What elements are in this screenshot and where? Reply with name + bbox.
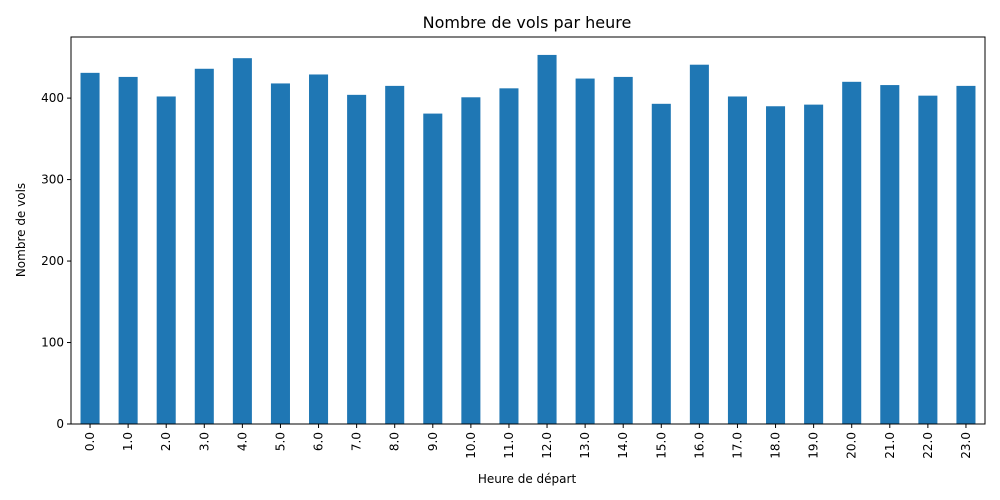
bar-3.0 bbox=[194, 68, 214, 425]
x-axis: 0.0 1.0 2.0 3.0 4.0 5.0 6.0 7.0 8.0 9.0 10.0 11.0 12… bbox=[83, 424, 973, 459]
x-axis-label: Heure de départ bbox=[478, 472, 577, 486]
y-tick-label: 100 bbox=[41, 336, 64, 350]
x-tick-label: 15.0 bbox=[654, 432, 668, 459]
bar-8.0 bbox=[385, 85, 405, 424]
bar-11.0 bbox=[499, 88, 519, 424]
x-tick-label: 12.0 bbox=[540, 432, 554, 459]
y-tick-label: 200 bbox=[41, 254, 64, 268]
bar-16.0 bbox=[689, 64, 709, 424]
bar-23.0 bbox=[956, 85, 976, 424]
bar-21.0 bbox=[880, 85, 900, 425]
bar-14.0 bbox=[613, 76, 633, 424]
x-tick-label: 17.0 bbox=[730, 432, 744, 459]
bar-5.0 bbox=[270, 83, 290, 424]
y-axis: 0 100 200 300 400 bbox=[41, 91, 71, 431]
y-axis-label: Nombre de vols bbox=[14, 183, 28, 277]
x-tick-label: 10.0 bbox=[464, 432, 478, 459]
bars-group bbox=[80, 54, 976, 425]
x-tick-label: 20.0 bbox=[845, 432, 859, 459]
bar-10.0 bbox=[461, 97, 481, 424]
bar-1.0 bbox=[118, 76, 138, 424]
bar-20.0 bbox=[842, 81, 862, 425]
bar-2.0 bbox=[156, 96, 176, 424]
x-tick-label: 21.0 bbox=[883, 432, 897, 459]
x-tick-label: 23.0 bbox=[959, 432, 973, 459]
x-tick-label: 16.0 bbox=[692, 432, 706, 459]
x-tick-label: 7.0 bbox=[350, 432, 364, 451]
x-tick-label: 6.0 bbox=[312, 432, 326, 451]
bar-17.0 bbox=[727, 96, 747, 424]
x-tick-label: 5.0 bbox=[273, 432, 287, 451]
x-tick-label: 19.0 bbox=[807, 432, 821, 459]
x-tick-label: 11.0 bbox=[502, 432, 516, 459]
bar-7.0 bbox=[347, 94, 367, 424]
bar-13.0 bbox=[575, 78, 595, 425]
y-tick-label: 0 bbox=[56, 417, 64, 431]
x-tick-label: 9.0 bbox=[426, 432, 440, 451]
bar-12.0 bbox=[537, 54, 557, 425]
x-tick-label: 4.0 bbox=[235, 432, 249, 451]
bar-0.0 bbox=[80, 72, 100, 424]
x-tick-label: 2.0 bbox=[159, 432, 173, 451]
y-tick-label: 400 bbox=[41, 91, 64, 105]
chart-title: Nombre de vols par heure bbox=[423, 13, 632, 32]
bar-4.0 bbox=[232, 58, 252, 424]
x-tick-label: 1.0 bbox=[121, 432, 135, 451]
x-tick-label: 3.0 bbox=[197, 432, 211, 451]
y-tick-label: 300 bbox=[41, 173, 64, 187]
bar-18.0 bbox=[766, 106, 786, 425]
x-tick-label: 22.0 bbox=[921, 432, 935, 459]
bar-9.0 bbox=[423, 113, 443, 424]
x-tick-label: 0.0 bbox=[83, 432, 97, 451]
bar-19.0 bbox=[804, 104, 824, 424]
x-tick-label: 13.0 bbox=[578, 432, 592, 459]
x-tick-label: 18.0 bbox=[769, 432, 783, 459]
x-tick-label: 8.0 bbox=[388, 432, 402, 451]
bar-22.0 bbox=[918, 95, 938, 425]
bar-6.0 bbox=[309, 74, 329, 424]
plot-frame bbox=[70, 36, 986, 425]
bar-15.0 bbox=[651, 103, 671, 425]
x-tick-label: 14.0 bbox=[616, 432, 630, 459]
